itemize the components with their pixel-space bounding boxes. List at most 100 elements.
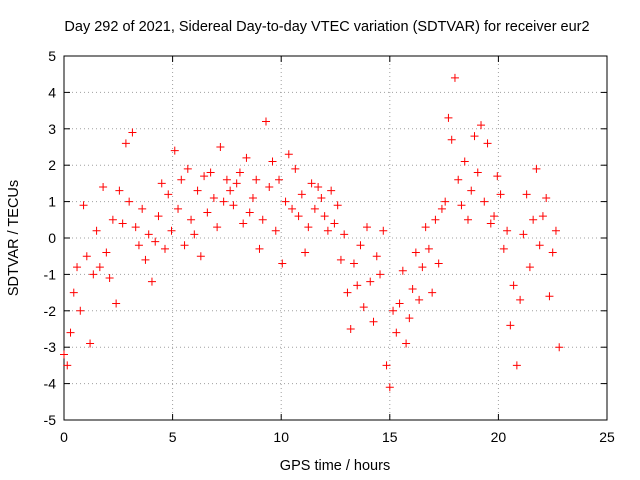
data-point bbox=[421, 223, 430, 232]
data-point bbox=[92, 226, 101, 235]
data-point bbox=[229, 201, 238, 210]
data-point bbox=[294, 212, 303, 221]
data-point bbox=[418, 263, 427, 272]
data-point bbox=[125, 197, 134, 206]
data-point bbox=[493, 172, 502, 181]
data-point bbox=[392, 328, 401, 337]
data-point bbox=[353, 281, 362, 290]
data-point bbox=[304, 223, 313, 232]
data-point bbox=[405, 314, 414, 323]
y-tick-label: 1 bbox=[48, 194, 56, 210]
data-point bbox=[138, 204, 147, 213]
data-point bbox=[516, 295, 525, 304]
data-point bbox=[275, 175, 284, 184]
data-point bbox=[548, 248, 557, 257]
data-point bbox=[206, 168, 215, 177]
data-point bbox=[200, 172, 209, 181]
data-point bbox=[170, 146, 179, 155]
data-point bbox=[310, 204, 319, 213]
data-point bbox=[196, 252, 205, 261]
data-point bbox=[535, 241, 544, 250]
data-point bbox=[128, 128, 137, 137]
y-tick-label: 0 bbox=[48, 230, 56, 246]
data-point bbox=[444, 113, 453, 122]
data-point bbox=[389, 306, 398, 315]
data-point bbox=[255, 244, 264, 253]
data-point bbox=[415, 295, 424, 304]
data-point bbox=[356, 241, 365, 250]
data-point bbox=[121, 139, 130, 148]
data-point bbox=[307, 179, 316, 188]
data-point bbox=[167, 226, 176, 235]
data-point bbox=[151, 237, 160, 246]
data-point bbox=[522, 190, 531, 199]
data-point bbox=[193, 186, 202, 195]
data-point bbox=[395, 299, 404, 308]
data-point bbox=[284, 150, 293, 159]
data-point bbox=[450, 73, 459, 82]
data-point bbox=[95, 263, 104, 272]
data-point bbox=[320, 212, 329, 221]
data-point bbox=[102, 248, 111, 257]
axes-ticks bbox=[63, 55, 608, 421]
data-point bbox=[239, 219, 248, 228]
data-point bbox=[261, 117, 270, 126]
data-point bbox=[551, 226, 560, 235]
x-tick-label: 15 bbox=[382, 429, 398, 445]
data-point bbox=[538, 212, 547, 221]
data-point bbox=[174, 204, 183, 213]
plot-frame bbox=[63, 55, 608, 421]
data-point bbox=[369, 317, 378, 326]
data-point bbox=[226, 186, 235, 195]
data-point bbox=[525, 263, 534, 272]
grid bbox=[64, 56, 607, 420]
data-point bbox=[437, 204, 446, 213]
data-point bbox=[232, 179, 241, 188]
data-point bbox=[131, 223, 140, 232]
data-point bbox=[222, 175, 231, 184]
data-point bbox=[411, 248, 420, 257]
data-point bbox=[105, 274, 114, 283]
data-point bbox=[144, 230, 153, 239]
data-point bbox=[160, 244, 169, 253]
data-point bbox=[519, 230, 528, 239]
y-tick-label: 2 bbox=[48, 157, 56, 173]
data-point bbox=[473, 168, 482, 177]
y-tick-label: 3 bbox=[48, 121, 56, 137]
y-tick-label: -1 bbox=[44, 266, 57, 282]
data-point bbox=[431, 215, 440, 224]
data-point bbox=[60, 350, 68, 359]
data-point bbox=[76, 306, 85, 315]
data-point bbox=[219, 197, 228, 206]
data-point bbox=[490, 212, 499, 221]
data-point bbox=[372, 252, 381, 261]
data-point bbox=[183, 164, 192, 173]
data-point bbox=[333, 201, 342, 210]
data-point bbox=[203, 208, 212, 217]
data-point bbox=[424, 244, 433, 253]
data-point bbox=[454, 175, 463, 184]
data-point bbox=[118, 219, 127, 228]
data-point bbox=[115, 186, 124, 195]
data-point bbox=[343, 288, 352, 297]
data-point bbox=[529, 215, 538, 224]
data-point bbox=[82, 252, 91, 261]
data-point bbox=[336, 255, 345, 264]
data-point bbox=[379, 226, 388, 235]
data-point bbox=[496, 190, 505, 199]
data-point bbox=[141, 255, 150, 264]
x-axis-label: GPS time / hours bbox=[280, 458, 390, 474]
y-axis-label: SDTVAR / TECUs bbox=[6, 180, 22, 296]
data-point bbox=[506, 321, 515, 330]
data-point bbox=[382, 361, 391, 370]
data-point bbox=[428, 288, 437, 297]
chart-title: Day 292 of 2021, Sidereal Day-to-day VTE… bbox=[64, 19, 589, 35]
data-point bbox=[467, 186, 476, 195]
x-tick-label: 0 bbox=[60, 429, 68, 445]
data-point bbox=[398, 266, 407, 275]
data-point bbox=[108, 215, 117, 224]
data-point bbox=[216, 143, 225, 151]
data-point bbox=[209, 193, 218, 202]
data-point bbox=[288, 204, 297, 213]
data-point bbox=[89, 270, 98, 279]
